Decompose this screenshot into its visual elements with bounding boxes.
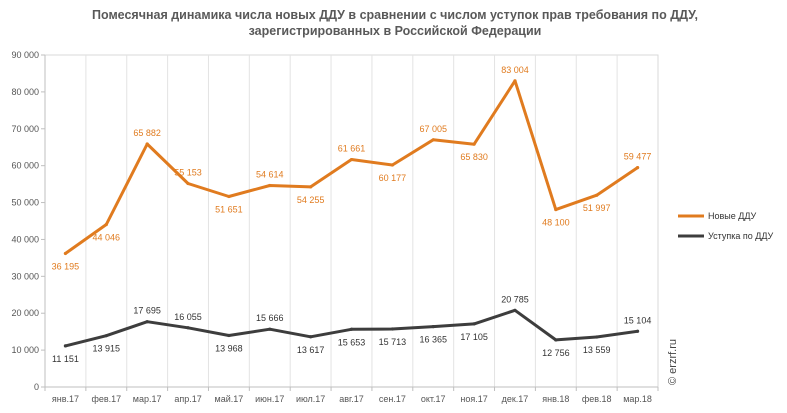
y-tick-label: 60 000: [11, 161, 39, 171]
y-tick-label: 0: [34, 382, 39, 392]
data-label: 83 004: [501, 65, 529, 75]
x-tick-label: фев.18: [582, 394, 612, 404]
data-label: 13 968: [215, 343, 243, 353]
series-point: [309, 185, 313, 189]
series-point: [104, 334, 108, 338]
series-point: [104, 222, 108, 227]
series-point: [309, 335, 313, 339]
data-label: 59 477: [624, 152, 652, 162]
series-point: [513, 308, 517, 312]
data-label: 51 651: [215, 204, 243, 214]
y-tick-label: 40 000: [11, 234, 39, 244]
legend-label: Новые ДДУ: [708, 211, 757, 221]
series-point: [431, 325, 435, 329]
data-label: 61 661: [338, 144, 366, 154]
data-label: 15 713: [379, 337, 407, 347]
y-tick-label: 30 000: [11, 271, 39, 281]
series-layer: [63, 79, 640, 348]
y-axis: 0 10 000 20 000 30 000 40 000 50 000 60 000 70 …: [11, 50, 46, 392]
series-point: [390, 163, 394, 167]
data-label: 48 100: [542, 218, 570, 228]
data-label: 15 666: [256, 313, 284, 323]
x-tick-label: янв.18: [542, 394, 569, 404]
series-point: [635, 329, 640, 333]
series-point: [554, 207, 558, 212]
plot-area: [44, 54, 659, 388]
series-point: [63, 251, 68, 256]
series-point: [595, 335, 599, 339]
series-point: [186, 326, 190, 330]
data-label: 51 997: [583, 203, 611, 213]
data-label: 15 653: [338, 337, 366, 347]
series-point: [145, 142, 149, 146]
series-point: [268, 327, 272, 331]
x-tick-label: июл.17: [296, 394, 325, 404]
y-tick-label: 80 000: [11, 87, 39, 97]
series-point: [431, 138, 435, 142]
series-point: [227, 333, 231, 338]
x-tick-label: окт.17: [421, 394, 446, 404]
x-tick-label: сен.17: [379, 394, 406, 404]
data-label: 65 830: [460, 152, 488, 162]
y-tick-label: 70 000: [11, 124, 39, 134]
series-point: [635, 165, 640, 170]
series-point: [349, 327, 354, 331]
chart-title-line-2: зарегистрированных в Российской Федераци…: [249, 24, 542, 38]
series-point: [513, 79, 517, 83]
x-axis: янв.17 фев.17 мар.17 апр.17 май.17 июн.17 июл.…: [44, 386, 659, 404]
chart-title-line-1: Помесячная динамика числа новых ДДУ в ср…: [92, 8, 698, 22]
data-label: 13 915: [93, 344, 121, 354]
data-label: 54 255: [297, 195, 325, 205]
x-tick-label: авг.17: [339, 394, 363, 404]
data-label: 36 195: [52, 261, 80, 271]
series-point: [390, 327, 394, 331]
data-label: 20 785: [501, 294, 529, 304]
data-label: 67 005: [419, 124, 447, 134]
series-point: [472, 322, 476, 326]
data-labels: 36 195 44 046 65 882 55 153 51 651 54 614 54 2…: [52, 65, 652, 364]
x-tick-label: мар.17: [133, 394, 162, 404]
data-label: 16 055: [174, 312, 202, 322]
series-point: [63, 344, 68, 348]
x-tick-label: ноя.17: [460, 394, 487, 404]
series-point: [349, 157, 354, 162]
data-label: 13 617: [297, 345, 325, 355]
legend-label: Уступка по ДДУ: [708, 231, 774, 241]
x-tick-label: апр.17: [174, 394, 201, 404]
series-point: [268, 183, 272, 188]
series-point: [472, 142, 476, 146]
y-tick-label: 90 000: [11, 50, 39, 60]
data-label: 17 105: [460, 332, 488, 342]
data-label: 17 695: [133, 306, 161, 316]
series-point: [554, 338, 558, 342]
data-label: 13 559: [583, 345, 611, 355]
watermark: © erzrf.ru: [667, 339, 679, 385]
data-label: 55 153: [174, 168, 202, 178]
data-label: 44 046: [93, 233, 121, 243]
legend: Новые ДДУ Уступка по ДДУ: [678, 211, 774, 241]
x-tick-label: июн.17: [255, 394, 284, 404]
y-tick-label: 10 000: [11, 345, 39, 355]
x-tick-label: янв.17: [52, 394, 79, 404]
y-tick-label: 50 000: [11, 198, 39, 208]
series-point: [145, 320, 149, 324]
series-point: [595, 193, 599, 197]
data-label: 60 177: [379, 173, 407, 183]
data-label: 11 151: [52, 354, 79, 364]
x-tick-label: фев.17: [91, 394, 121, 404]
series-point: [227, 194, 231, 199]
series-point: [186, 181, 190, 186]
x-tick-label: дек.17: [502, 394, 529, 404]
x-tick-label: мар.18: [623, 394, 652, 404]
x-tick-label: май.17: [215, 394, 244, 404]
y-tick-label: 20 000: [11, 308, 39, 318]
data-label: 65 882: [133, 128, 161, 138]
data-label: 15 104: [624, 315, 652, 325]
data-label: 12 756: [542, 348, 570, 358]
data-label: 54 614: [256, 170, 284, 180]
data-label: 16 365: [419, 335, 447, 345]
plot-grid: [44, 54, 659, 388]
